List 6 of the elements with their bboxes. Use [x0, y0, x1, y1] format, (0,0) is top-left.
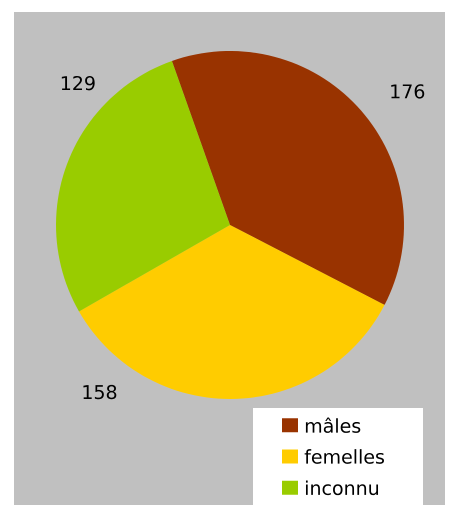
- legend-label: femelles: [304, 449, 384, 464]
- data-label: 158: [83, 384, 116, 400]
- data-label: 129: [62, 76, 95, 90]
- legend-label: mâles: [306, 417, 360, 433]
- legend-label: inconnu: [306, 480, 378, 496]
- data-label: 176: [391, 84, 424, 99]
